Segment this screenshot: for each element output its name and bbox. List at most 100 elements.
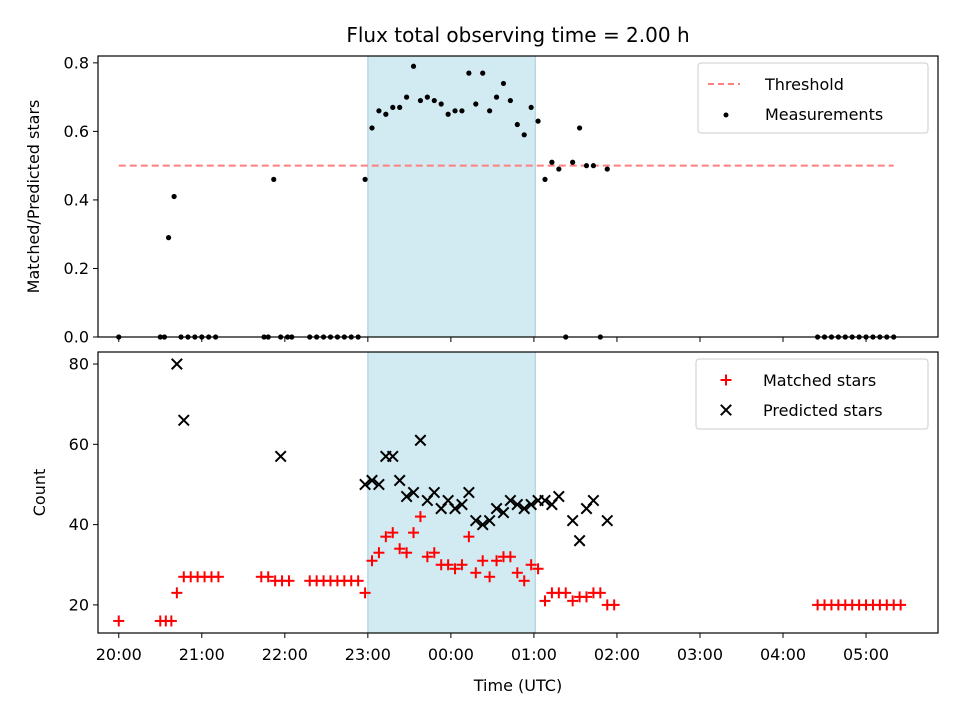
predicted-star-point: [442, 494, 455, 507]
measurement-point: [466, 70, 472, 76]
measurement-point: [445, 111, 451, 117]
predicted-star-point: [476, 518, 489, 531]
legend-threshold-label: Threshold: [764, 75, 844, 94]
measurement-point: [403, 94, 410, 100]
bottom-y-tick-label: 60: [69, 435, 89, 454]
measurement-point: [500, 80, 507, 87]
x-tick-label: 23:00: [345, 645, 391, 664]
predicted-star-point: [483, 514, 496, 527]
predicted-star-point: [386, 450, 399, 463]
top-axes-frame: [97, 55, 939, 338]
predicted-star-point: [539, 494, 551, 507]
bottom-legend: Matched stars Predicted stars: [695, 358, 929, 430]
measurement-point: [383, 111, 389, 117]
measurement-point: [424, 94, 430, 100]
predicted-star-point: [449, 502, 461, 515]
predicted-star-point: [407, 486, 420, 499]
x-tick-label: 21:00: [179, 645, 225, 664]
x-tick-label: 00:00: [428, 645, 474, 664]
measurement-point: [507, 97, 513, 104]
legend-predicted-swatch: [720, 404, 732, 416]
top-y-tick-label: 0.8: [64, 53, 89, 72]
predicted-star-point: [462, 486, 475, 499]
bottom-legend-box: [695, 358, 929, 430]
predicted-star-point: [525, 498, 538, 511]
top-shaded-interval: [367, 55, 536, 338]
x-tick-label: 04:00: [760, 645, 806, 664]
bottom-axes-frame: [97, 351, 939, 634]
predicted-star-point: [573, 534, 586, 547]
top-y-tick-label: 0.6: [64, 122, 89, 141]
x-axis-label: Time (UTC): [473, 676, 562, 695]
bottom-y-tick-label: 40: [69, 515, 89, 534]
predicted-star-point: [366, 474, 378, 487]
predicted-star-point: [518, 502, 531, 515]
measurement-point: [417, 97, 424, 104]
measurement-point: [487, 108, 493, 114]
bottom-panel: 20 40 60 80 20:00 21:00 22:00 23:00 00:00 01:00 0…: [30, 351, 939, 695]
predicted-star-point: [469, 514, 482, 527]
top-y-axis-label: Matched/Predicted stars: [24, 100, 43, 294]
measurement-point: [390, 104, 396, 111]
measurement-point: [528, 104, 534, 111]
predicted-star-point: [274, 450, 287, 463]
predicted-star-point: [552, 490, 565, 503]
top-legend: Threshold Measurements: [697, 62, 929, 134]
measurement-point: [570, 159, 576, 165]
predicted-star-point: [511, 498, 524, 511]
measurement-point: [542, 176, 548, 182]
measurement-point: [576, 125, 583, 131]
predicted-star-point: [393, 474, 406, 487]
measurement-point: [376, 108, 382, 114]
top-y-tick-label: 0.4: [64, 190, 89, 209]
measurement-point: [171, 193, 177, 200]
predicted-star-point: [373, 478, 385, 491]
measurement-point: [480, 70, 486, 76]
x-tick-label: 03:00: [677, 645, 723, 664]
top-legend-box: [697, 62, 929, 134]
predicted-star-point: [177, 414, 190, 427]
measurement-point: [410, 63, 417, 69]
bottom-shaded-interval: [367, 351, 536, 634]
top-y-tick-label: 0.0: [64, 328, 89, 347]
predicted-star-point: [587, 494, 600, 507]
legend-measurements-swatch: [723, 112, 729, 118]
measurement-point: [362, 176, 368, 182]
measurement-point: [438, 101, 444, 107]
bottom-y-tick-label: 80: [69, 355, 89, 374]
measurement-point: [165, 235, 172, 241]
legend-predicted-marker: [720, 404, 732, 416]
predicted-star-point: [504, 494, 517, 507]
top-panel: 0.00.20.40.60.8 Matched/Predicted stars …: [24, 53, 939, 347]
bottom-y-axis-label: Count: [30, 469, 49, 517]
legend-matched-swatch: [720, 374, 732, 386]
predicted-star-point: [497, 506, 510, 519]
x-tick-label: 22:00: [262, 645, 308, 664]
x-tick-label: 05:00: [843, 645, 889, 664]
predicted-star-point: [566, 514, 579, 527]
x-tick-label: 20:00: [96, 645, 142, 664]
predicted-star-point: [456, 498, 468, 511]
measurement-point: [369, 125, 375, 131]
measurement-point: [493, 94, 500, 100]
legend-measurements-label: Measurements: [765, 105, 883, 124]
measurement-point: [604, 166, 610, 172]
measurement-point: [556, 166, 562, 172]
x-tick-label: 01:00: [511, 645, 557, 664]
bottom-y-tick-label: 20: [69, 595, 89, 614]
measurement-point: [514, 121, 520, 128]
measurement-point: [590, 163, 597, 169]
predicted-star-point: [601, 514, 614, 527]
measurement-point: [431, 97, 437, 104]
measurement-point: [521, 132, 527, 138]
predicted-star-point: [170, 358, 183, 370]
measurement-point: [452, 108, 458, 114]
measurement-point: [459, 108, 465, 114]
predicted-star-point: [359, 478, 371, 491]
chart-title: Flux total observing time = 2.00 h: [346, 23, 689, 47]
measurement-point: [473, 101, 479, 107]
measurement-point: [271, 176, 277, 182]
predicted-star-point: [400, 490, 413, 503]
measurement-point: [583, 163, 590, 169]
